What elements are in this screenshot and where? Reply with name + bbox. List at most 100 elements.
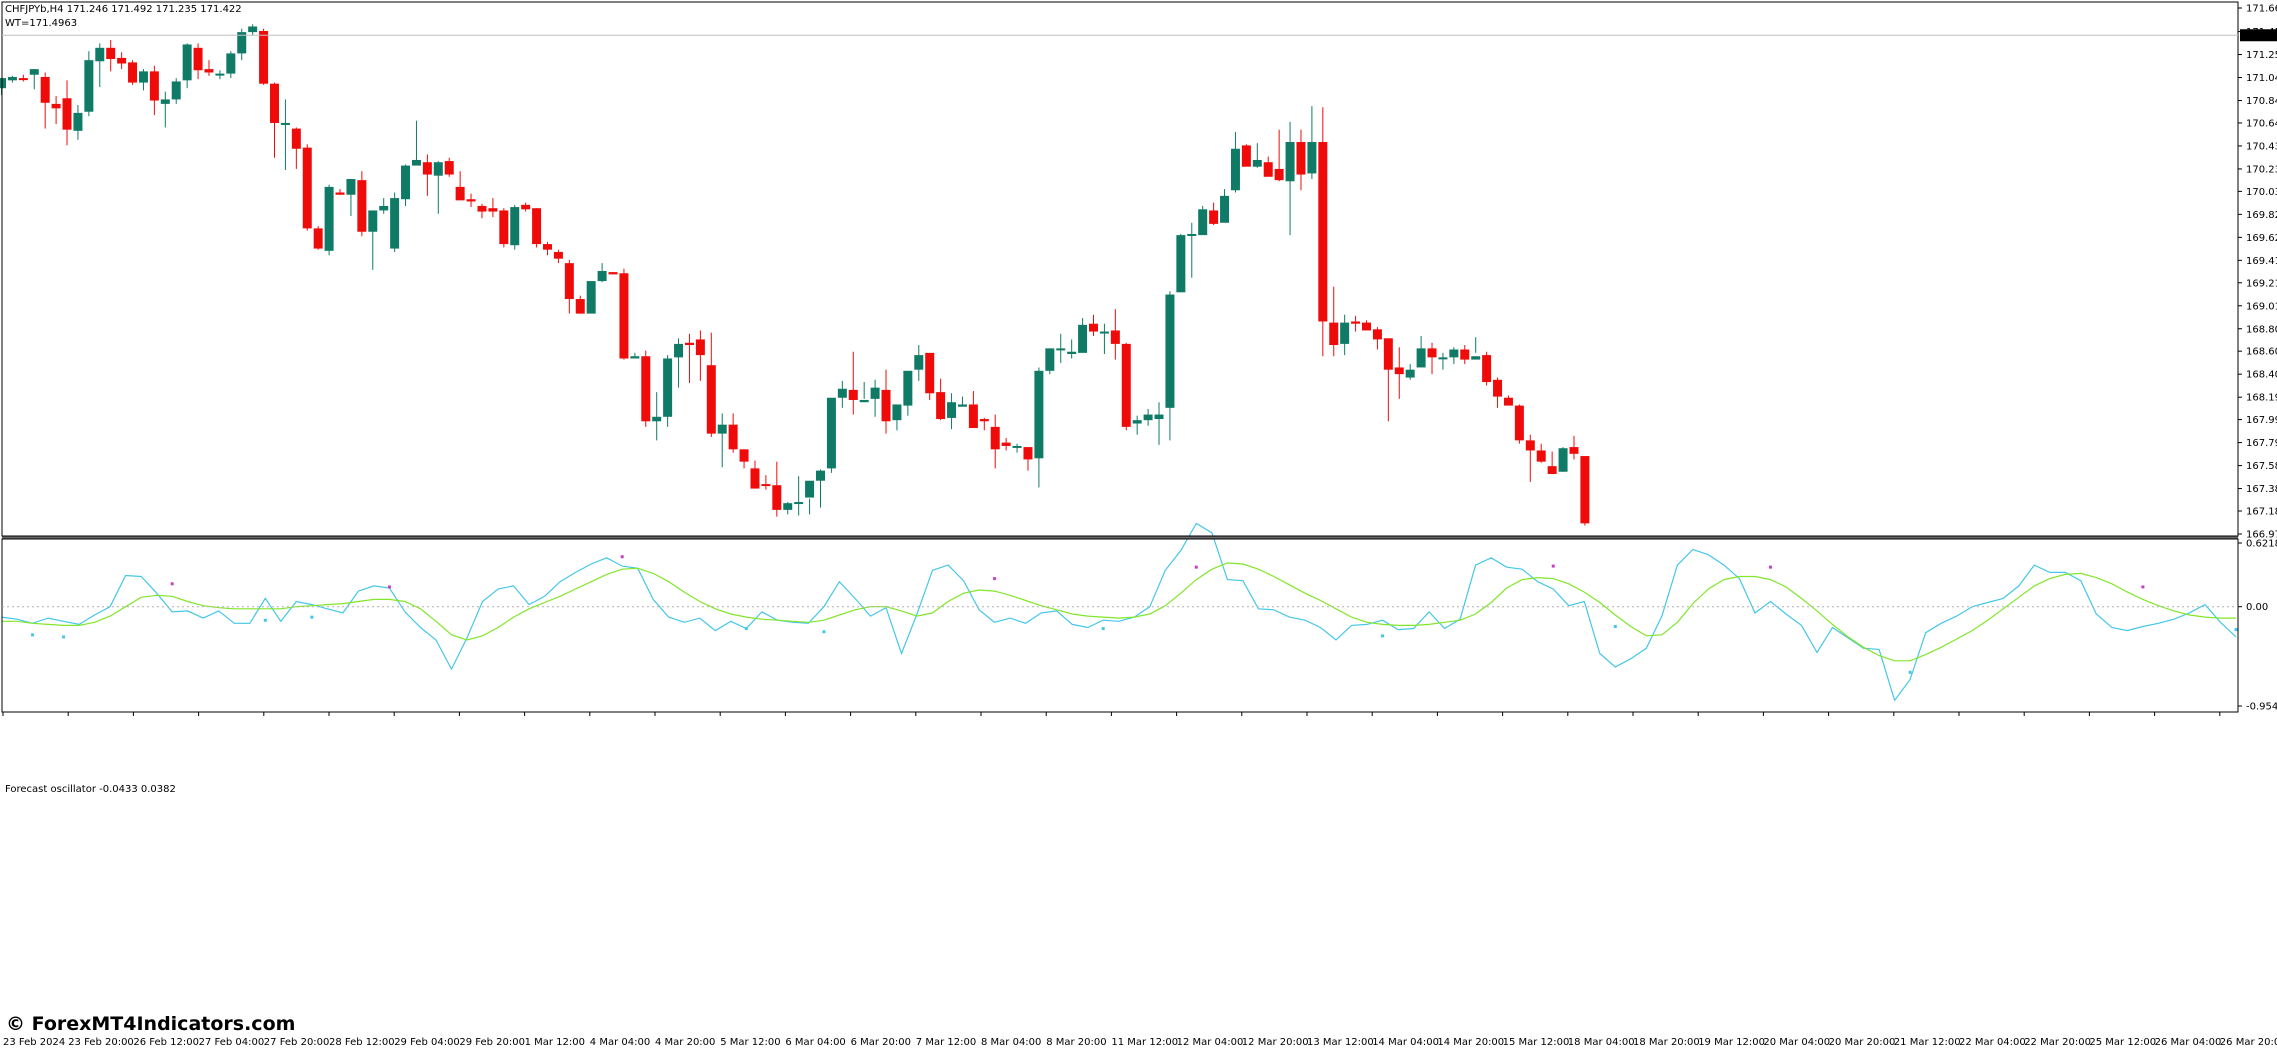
candle-body [477, 205, 487, 212]
candle-body [7, 76, 17, 81]
price-tick-label: 167.790 [2246, 438, 2277, 449]
time-tick-label: 12 Mar 20:00 [1242, 1037, 1309, 1048]
oscillator-bottom-marker [2234, 628, 2238, 632]
candle-body [695, 339, 705, 356]
candle-body [1078, 324, 1088, 353]
candle-body [455, 186, 465, 201]
oscillator-bottom-marker [62, 635, 66, 639]
candle-body [259, 30, 269, 84]
time-tick-label: 26 Mar 04:00 [2155, 1037, 2222, 1048]
candle-body [1023, 447, 1033, 460]
candle-body [1580, 456, 1590, 524]
candle-body [18, 78, 28, 81]
candle-body [816, 470, 825, 481]
current-price-label: 171.422 [2246, 31, 2277, 42]
candle-body [1285, 142, 1295, 182]
candle-body [1383, 338, 1393, 370]
candle-body [215, 73, 225, 76]
time-tick-label: 8 Mar 04:00 [981, 1037, 1041, 1048]
price-tick-label: 168.400 [2246, 370, 2277, 381]
candle-body [728, 424, 738, 450]
candle-body [237, 32, 247, 54]
price-tick-label: 169.215 [2246, 278, 2277, 289]
candle-body [870, 387, 880, 399]
candle-body [29, 69, 39, 75]
oscillator-title: Forecast oscillator -0.0433 0.0382 [5, 784, 176, 795]
time-tick-label: 26 Mar 20:00 [2220, 1037, 2277, 1048]
candle-body [1471, 356, 1481, 360]
candle-body [1154, 414, 1164, 420]
candle-body [1067, 351, 1077, 354]
current-price-box [2240, 29, 2277, 42]
candle-body [422, 162, 432, 175]
time-tick-label: 29 Feb 04:00 [394, 1037, 460, 1048]
time-tick-label: 11 Mar 12:00 [1111, 1037, 1178, 1048]
wt-label: WT=171.4963 [5, 18, 77, 29]
candle-body [553, 251, 563, 259]
candle-body [1372, 329, 1382, 340]
candle-body [270, 83, 279, 123]
candle-body [95, 47, 105, 62]
candle-body [40, 76, 50, 103]
candle-body [1176, 235, 1186, 293]
candle-body [138, 71, 148, 83]
candle-body [1482, 355, 1492, 383]
candle-body [1045, 348, 1055, 371]
candle-body [302, 147, 312, 229]
candle-body [488, 208, 498, 212]
candle-body [1351, 321, 1361, 324]
candle-body [390, 198, 400, 249]
price-tick-label: 167.180 [2246, 507, 2277, 518]
candle-body [990, 426, 1000, 450]
candle-body [1296, 142, 1306, 175]
candle-body [1056, 348, 1066, 351]
price-tick-label: 167.380 [2246, 484, 2277, 495]
oscillator-top-marker [620, 555, 624, 559]
candle-body [160, 99, 170, 104]
candle-body [521, 204, 531, 210]
candle-body [1438, 357, 1448, 360]
candle-body [171, 81, 181, 100]
price-tick-label: 169.620 [2246, 233, 2277, 244]
candle-body [706, 365, 716, 434]
candle-body [1307, 142, 1317, 174]
oscillator-lines [1, 522, 2238, 702]
candle-body [1012, 445, 1022, 448]
time-tick-label: 12 Mar 04:00 [1177, 1037, 1244, 1048]
time-tick-label: 18 Mar 04:00 [1568, 1037, 1635, 1048]
oscillator-top-marker [2141, 585, 2145, 589]
candle-body [1241, 145, 1251, 167]
oscillator-line [1, 522, 2237, 702]
oscillator-top-marker [993, 577, 997, 581]
candle-body [1547, 466, 1557, 474]
candle-body [1132, 420, 1142, 424]
time-tick-label: 20 Mar 04:00 [1763, 1037, 1830, 1048]
candle-body [914, 355, 924, 370]
time-tick-label: 1 Mar 12:00 [525, 1037, 585, 1048]
candle-body [532, 208, 542, 245]
candle-body [761, 484, 771, 487]
oscillator-top-marker [1768, 565, 1772, 569]
candle-body [149, 71, 159, 101]
candle-body [739, 449, 749, 462]
time-tick-label: 23 Feb 20:00 [68, 1037, 134, 1048]
time-tick-label: 8 Mar 20:00 [1046, 1037, 1106, 1048]
candle-body [1165, 294, 1175, 408]
price-tick-label: 169.010 [2246, 301, 2277, 312]
time-tick-label: 28 Feb 12:00 [329, 1037, 395, 1048]
candle-body [925, 352, 935, 394]
candle-body [1493, 379, 1503, 397]
candle-body [291, 128, 301, 149]
candle-body [128, 62, 138, 83]
oscillator-tick-label: -0.9544 [2246, 702, 2277, 713]
candle-body [641, 356, 651, 422]
candle-body [1514, 405, 1524, 441]
candle-body [1198, 209, 1208, 236]
candle-body [346, 179, 356, 195]
oscillator-top-marker [1194, 565, 1198, 569]
time-tick-label: 7 Mar 12:00 [916, 1037, 976, 1048]
price-tick-label: 168.195 [2246, 393, 2277, 404]
symbol-header: CHFJPYb,H4 171.246 171.492 171.235 171.4… [5, 4, 242, 15]
candle-body [772, 485, 782, 510]
